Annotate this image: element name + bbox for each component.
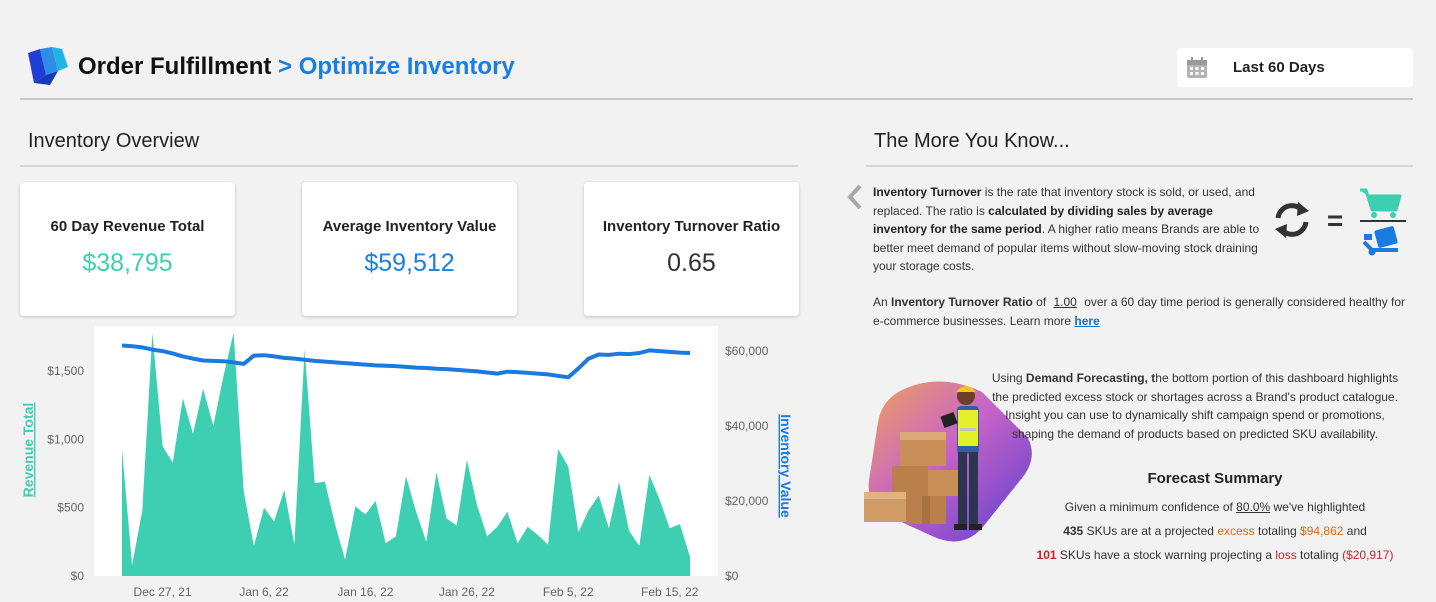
brand-logo-icon (28, 47, 68, 85)
loss-amount: ($20,917) (1342, 548, 1394, 562)
title-sub[interactable]: > Optimize Inventory (278, 53, 515, 80)
forecast-term: Demand Forecasting, t (1025, 371, 1156, 385)
forecast-intro-a: Using (991, 371, 1026, 385)
turnover-formula-graphic: = (1275, 188, 1406, 256)
kpi-value: 0.65 (667, 249, 716, 277)
y-axis-left-tick: $1,000 (47, 432, 84, 446)
kpi-card-turnover-ratio: Inventory Turnover Ratio 0.65 (584, 182, 799, 316)
excess-sku-count: 435 (1063, 524, 1084, 538)
y-axis-left-tick: $1,500 (47, 364, 84, 378)
excess-text-c: and (1343, 524, 1367, 538)
hand-truck-icon (1362, 226, 1398, 256)
confidence-line: Given a minimum confidence of 80.0% we'v… (990, 500, 1436, 514)
fraction-bar (1360, 220, 1406, 222)
overview-divider (20, 165, 798, 167)
excess-line: 435 SKUs are at a projected excess total… (990, 524, 1436, 538)
y-axis-right-label[interactable]: Inventory Value (778, 414, 794, 518)
x-axis-tick: Feb 15, 22 (641, 585, 699, 599)
revenue-inventory-chart[interactable]: $0 $500 $1,000 $1,500 $0 $20,000 $40,000 $60,00… (18, 326, 808, 602)
y-axis-right-tick: $60,000 (725, 344, 769, 358)
inventory-line-series[interactable] (121, 343, 691, 380)
ratio-guidance-text: An Inventory Turnover Ratio of 1.00 over… (873, 293, 1413, 330)
excess-text-a: SKUs are at a projected (1083, 524, 1218, 538)
loss-keyword: loss (1275, 548, 1297, 562)
more-divider (866, 165, 1413, 167)
loss-text-b: totaling (1296, 548, 1343, 562)
confidence-value: 80.0% (1236, 500, 1271, 514)
title-main: Order Fulfillment (78, 53, 272, 80)
kpi-value: $59,512 (364, 249, 455, 277)
ratio-text-a: An (873, 295, 892, 309)
x-axis-tick: Feb 5, 22 (543, 585, 594, 599)
excess-keyword: excess (1217, 524, 1255, 538)
healthy-ratio-value: 1.00 (1053, 295, 1077, 309)
y-axis-left-tick: $0 (71, 569, 85, 583)
x-axis-tick: Jan 26, 22 (439, 585, 495, 599)
ratio-text-c: over a 60 day time period is generally c… (873, 295, 1406, 328)
date-range-button[interactable]: Last 60 Days (1177, 48, 1413, 87)
turnover-text-end: . A higher ratio means Brands are able t… (873, 222, 1260, 273)
cardboard-boxes (864, 432, 958, 524)
demand-forecast-intro: Using Demand Forecasting, the bottom por… (990, 369, 1400, 443)
ratio-text-b: of (1032, 295, 1050, 309)
y-axis-right-tick: $40,000 (725, 419, 769, 433)
forecast-intro-b: he bottom portion of this dashboard high… (992, 371, 1399, 441)
x-axis-tick: Jan 16, 22 (337, 585, 393, 599)
excess-amount: $94,862 (1300, 524, 1344, 538)
kpi-label: Average Inventory Value (322, 218, 497, 235)
turnover-text: is the rate that inventory stock is sold… (873, 185, 1255, 218)
worker-figure (940, 386, 982, 530)
forecast-summary-title: Forecast Summary (1147, 470, 1283, 487)
header: Order Fulfillment > Optimize Inventory L… (20, 40, 1413, 100)
kpi-card-revenue: 60 Day Revenue Total $38,795 (20, 182, 235, 316)
x-axis-tick: Jan 6, 22 (239, 585, 289, 599)
page-title: Order Fulfillment > Optimize Inventory (78, 53, 515, 81)
chevron-left-icon[interactable] (845, 183, 865, 211)
equals-sign: = (1327, 205, 1343, 236)
inventory-overview-title: Inventory Overview (28, 130, 200, 152)
ratio-term: Inventory Turnover Ratio (891, 295, 1033, 309)
calendar-icon (1187, 56, 1207, 78)
y-axis-right-tick: $20,000 (725, 494, 769, 508)
confidence-text-b: we've highlighted (1270, 500, 1366, 514)
kpi-card-inventory-value: Average Inventory Value $59,512 (302, 182, 517, 316)
x-axis-tick: Dec 27, 21 (134, 585, 192, 599)
loss-line: 101 SKUs have a stock warning projecting… (990, 548, 1436, 562)
shopping-cart-icon (1360, 188, 1402, 218)
date-range-label: Last 60 Days (1233, 59, 1325, 76)
y-axis-left-tick: $500 (57, 501, 84, 515)
revenue-area-series[interactable] (122, 332, 690, 576)
more-you-know-title: The More You Know... (874, 130, 1070, 152)
turnover-term: Inventory Turnover (873, 185, 982, 199)
loss-sku-count: 101 (1036, 548, 1057, 562)
kpi-value: $38,795 (82, 249, 173, 277)
loss-text-a: SKUs have a stock warning projecting a (1056, 548, 1276, 562)
warehouse-worker-illustration (864, 381, 1032, 542)
excess-text-b: totaling (1254, 524, 1301, 538)
refresh-icon (1275, 202, 1309, 238)
y-axis-left-label[interactable]: Revenue Total (20, 403, 36, 498)
y-axis-right-tick: $0 (725, 569, 739, 583)
learn-more-link[interactable]: here (1074, 313, 1100, 328)
confidence-text-a: Given a minimum confidence of (1064, 500, 1237, 514)
kpi-label: Inventory Turnover Ratio (602, 218, 781, 235)
turnover-description: Inventory Turnover is the rate that inve… (873, 183, 1268, 276)
kpi-label: 60 Day Revenue Total (50, 218, 205, 235)
turnover-formula-text: calculated by dividing sales by average … (873, 203, 1213, 237)
